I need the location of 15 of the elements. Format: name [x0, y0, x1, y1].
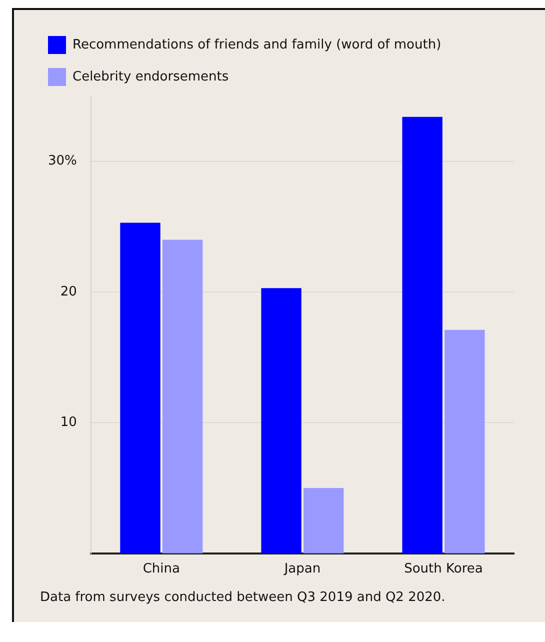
x-tick-label: South Korea — [404, 562, 483, 577]
bar — [444, 330, 485, 554]
legend-label: Celebrity endorsements — [72, 69, 229, 84]
y-tick-label: 10 — [60, 415, 77, 430]
y-tick-label: 30% — [48, 154, 77, 169]
x-tick-label: China — [142, 562, 180, 577]
bar — [304, 488, 344, 554]
bar — [402, 116, 442, 554]
bar — [261, 288, 302, 554]
text: Data from surveys conducted between Q3 2019 and Q2 2020. — [40, 590, 446, 605]
y-tick-label: 20 — [60, 284, 77, 300]
bar — [120, 222, 160, 554]
bar — [162, 240, 203, 554]
legend-label: Recommendations of friends and family (word of mouth) — [72, 37, 442, 52]
x-tick-label: Japan — [283, 562, 321, 577]
